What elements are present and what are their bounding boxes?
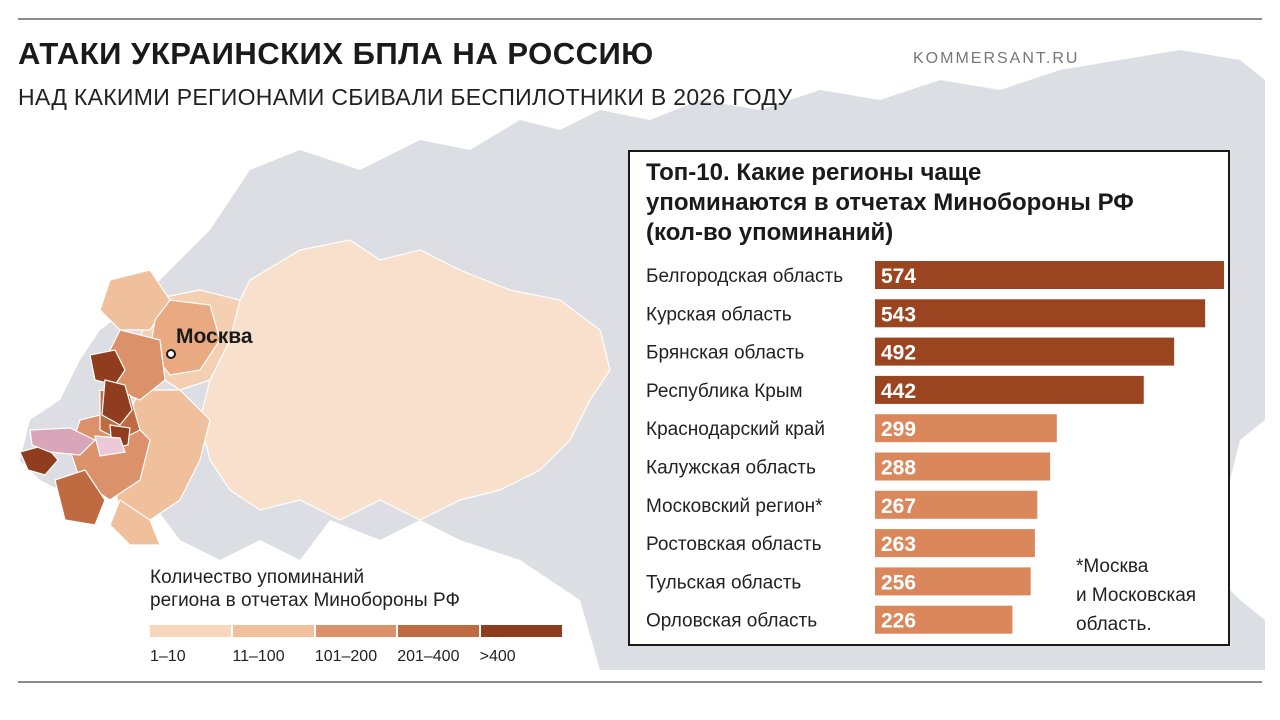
bar-value-label: 226: [881, 610, 916, 633]
bar: [875, 299, 1206, 328]
bar-category-label: Тульская область: [646, 572, 801, 593]
bar-value-label: 267: [881, 495, 916, 518]
bar-value-label: 492: [881, 342, 916, 365]
top-rule: [18, 18, 1262, 20]
legend-label-1: 1–10: [150, 648, 186, 665]
legend-labels: 1–10 11–100 101–200 201–400 >400: [150, 648, 570, 670]
panel-title-line1: Топ-10. Какие регионы чаще: [646, 159, 982, 186]
legend-label-3: 101–200: [314, 648, 378, 665]
page-subtitle: НАД КАКИМИ РЕГИОНАМИ СБИВАЛИ БЕСПИЛОТНИК…: [18, 84, 793, 110]
legend-title-line1: Количество упоминаний: [150, 567, 365, 588]
bar: [875, 337, 1175, 366]
bar-value-label: 442: [881, 380, 916, 403]
legend-bin-1: [150, 625, 231, 637]
legend-bin-4: [398, 625, 480, 637]
moscow-marker: [166, 349, 176, 359]
bottom-rule: [18, 681, 1262, 683]
bar: [875, 605, 1013, 634]
bar: [875, 529, 1035, 558]
footnote-line3: область.: [1076, 614, 1152, 635]
bar: [875, 261, 1224, 289]
bar-value-label: 299: [881, 418, 916, 441]
legend-title-line2: региона в отчетах Минобороны РФ: [150, 590, 460, 611]
bar-value-label: 256: [881, 571, 916, 594]
bar-category-label: Московский регион*: [646, 496, 823, 517]
panel-title-line2: упоминаются в отчетах Минобороны РФ: [646, 189, 1134, 216]
panel-title-line3: (кол-во упоминаний): [646, 219, 894, 246]
bar: [875, 375, 1144, 404]
footnote-line1: *Москва: [1076, 556, 1149, 577]
legend-label-4: 201–400: [397, 648, 460, 665]
bar-category-label: Белгородская область: [646, 266, 843, 287]
legend-title: Количество упоминаний региона в отчетах …: [150, 566, 570, 612]
legend-label-2: 11–100: [232, 648, 285, 665]
page-title: АТАКИ УКРАИНСКИХ БПЛА НА РОССИЮ: [18, 36, 654, 71]
moscow-label: Москва: [176, 325, 253, 348]
legend-bin-2: [232, 625, 314, 637]
bar-category-label: Брянская область: [646, 343, 804, 364]
legend-bin-3: [315, 625, 397, 637]
bar-value-label: 288: [881, 457, 916, 480]
bar-category-label: Краснодарский край: [646, 419, 825, 440]
bar-category-label: Калужская область: [646, 458, 816, 479]
legend-bin-5: [481, 625, 562, 637]
bar-chart: Белгородская область 574 Курская область 54…: [646, 261, 1224, 634]
map-legend: Количество упоминаний региона в отчетах …: [150, 566, 570, 665]
source-credit: KOMMERSANT.RU: [913, 50, 1080, 67]
bar-category-label: Орловская область: [646, 611, 817, 632]
legend-label-5: >400: [479, 648, 516, 665]
legend-color-scale: [150, 625, 562, 637]
footnote-line2: и Московская: [1076, 585, 1197, 606]
footnote: *Москва и Московская область.: [1076, 552, 1196, 639]
top10-panel: Топ-10. Какие регионы чаще упоминаются в…: [628, 150, 1230, 646]
panel-title: Топ-10. Какие регионы чаще упоминаются в…: [646, 158, 1226, 248]
bar-value-label: 263: [881, 533, 916, 556]
bar: [875, 490, 1038, 519]
bar: [875, 567, 1031, 596]
bar-value-label: 574: [881, 265, 916, 288]
bar-value-label: 543: [881, 303, 916, 326]
bar-category-label: Ростовская область: [646, 534, 822, 555]
bar-category-label: Республика Крым: [646, 381, 803, 402]
bar-category-label: Курская область: [646, 304, 792, 325]
bar: [875, 452, 1051, 481]
bar: [875, 414, 1057, 443]
